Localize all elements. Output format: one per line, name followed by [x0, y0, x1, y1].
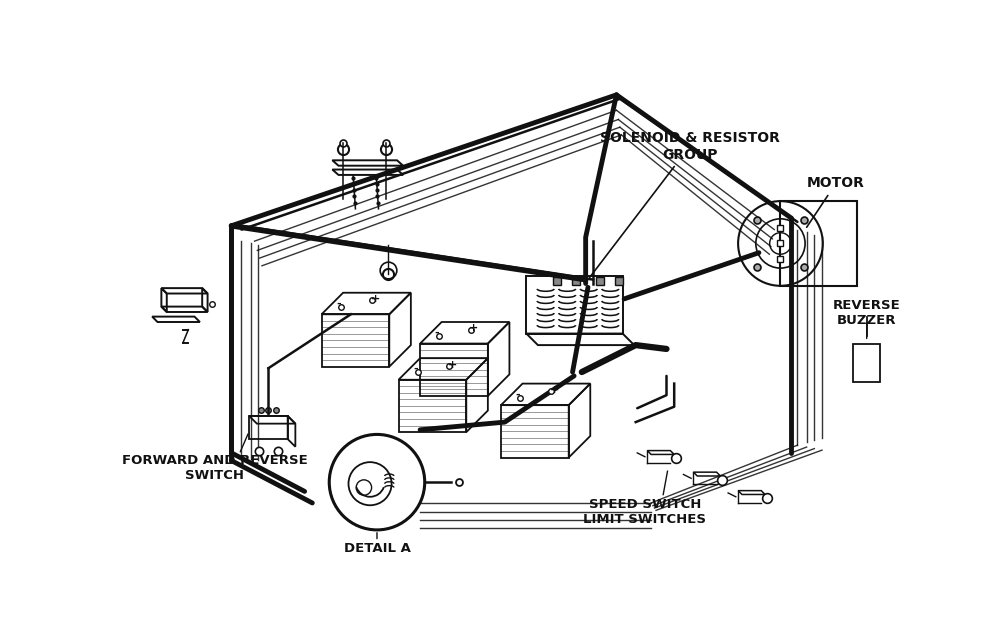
Text: SOLENOID & RESISTOR
GROUP: SOLENOID & RESISTOR GROUP — [590, 131, 780, 277]
Text: -: - — [413, 364, 418, 374]
Text: FORWARD AND REVERSE
SWITCH: FORWARD AND REVERSE SWITCH — [122, 454, 307, 483]
Text: DETAIL A: DETAIL A — [344, 542, 410, 555]
Text: SPEED SWITCH
LIMIT SWITCHES: SPEED SWITCH LIMIT SWITCHES — [583, 498, 706, 526]
Text: REVERSE
BUZZER: REVERSE BUZZER — [833, 299, 901, 327]
Bar — [853, 343, 880, 382]
Text: -: - — [435, 328, 439, 338]
Text: +: + — [448, 360, 457, 370]
Text: +: + — [469, 323, 479, 333]
Text: -: - — [516, 389, 520, 399]
Text: MOTOR: MOTOR — [807, 176, 865, 227]
Text: +: + — [550, 385, 559, 395]
Text: +: + — [371, 294, 380, 304]
Text: -: - — [336, 299, 341, 309]
